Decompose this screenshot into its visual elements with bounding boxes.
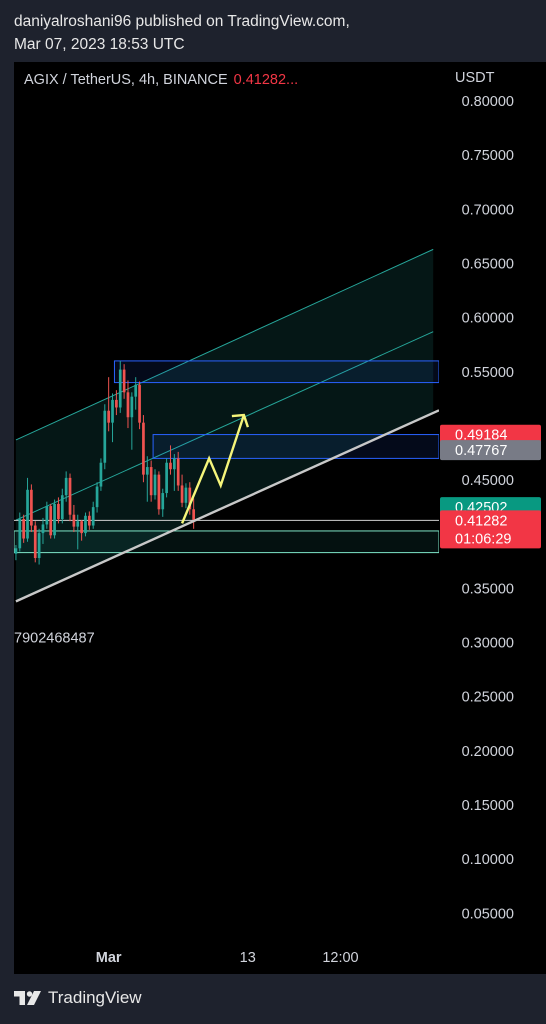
- candle: [180, 485, 184, 503]
- candle: [111, 399, 114, 423]
- support-trendline: [15, 409, 440, 603]
- projection-arrow: [180, 414, 246, 524]
- price-tick-label: 0.25000: [462, 690, 514, 706]
- candle: [184, 487, 188, 503]
- candle: [118, 369, 122, 408]
- candle: [192, 509, 196, 521]
- watermark-number: 7902468487: [14, 631, 95, 647]
- price-tag-label: 0.41282: [455, 513, 507, 529]
- price-tick-label: 0.15000: [462, 798, 514, 814]
- candle: [153, 474, 157, 496]
- price-tag: [440, 510, 541, 549]
- candle: [103, 410, 107, 463]
- price-axis-unit: USDT: [455, 70, 495, 86]
- price-chart[interactable]: 7902468487 USDT 0.80000 0.75000 0.70000 0.650…: [14, 62, 546, 974]
- price-tick-label: 0.65000: [462, 256, 514, 272]
- candle: [149, 467, 153, 496]
- candle: [188, 487, 192, 510]
- channel-upper-line: [15, 248, 434, 441]
- last-price-label: 0.41282...: [233, 72, 299, 88]
- symbol-label: AGIX / TetherUS, 4h, BINANCE: [24, 72, 228, 88]
- candle: [37, 533, 41, 559]
- channel-middle-line: [15, 331, 434, 521]
- price-tick-label: 0.70000: [462, 202, 514, 218]
- tradingview-brand: TradingView: [48, 988, 142, 1007]
- candle: [84, 515, 87, 534]
- candle: [68, 477, 72, 515]
- candle: [130, 396, 134, 418]
- price-tick-label: 0.80000: [462, 94, 514, 110]
- price-tick-label: 0.20000: [462, 744, 514, 760]
- candle: [26, 489, 29, 539]
- price-tick-label: 0.05000: [462, 906, 514, 922]
- time-tick-label: 12:00: [322, 950, 358, 966]
- candle: [169, 462, 172, 470]
- candle: [49, 506, 53, 536]
- candle: [60, 495, 64, 520]
- resistance-zone-lower: [152, 434, 440, 459]
- tradingview-footer[interactable]: TradingView: [14, 988, 142, 1008]
- candle: [22, 519, 26, 539]
- candle: [122, 369, 126, 393]
- time-tick-label: Mar: [96, 950, 122, 966]
- candle: [157, 474, 161, 510]
- price-tag: [440, 440, 541, 461]
- publication-date-line: Mar 07, 2023 18:53 UTC: [14, 36, 185, 53]
- price-tag-label: 0.47767: [455, 443, 507, 459]
- candle: [41, 524, 45, 534]
- price-tick-label: 0.55000: [462, 365, 514, 381]
- candle: [18, 519, 22, 549]
- candle: [95, 486, 99, 508]
- candle: [72, 514, 76, 527]
- price-tick-label: 0.60000: [462, 311, 514, 327]
- candle: [80, 521, 83, 534]
- countdown-label: 01:06:29: [455, 531, 511, 547]
- candle: [126, 392, 130, 418]
- candle: [45, 506, 49, 525]
- candle: [33, 525, 37, 559]
- candle: [161, 493, 165, 510]
- time-tick-label: 13: [240, 950, 256, 966]
- candle: [53, 503, 56, 536]
- candle: [57, 503, 60, 520]
- price-tag-label: 0.49184: [455, 428, 507, 444]
- tradingview-logo-icon: [14, 991, 41, 1005]
- candle: [99, 462, 103, 487]
- chart-area[interactable]: 7902468487 USDT 0.80000 0.75000 0.70000 0.650…: [14, 62, 546, 974]
- price-tick-label: 0.75000: [462, 148, 514, 164]
- price-tick-label: 0.45000: [462, 473, 514, 489]
- candle: [145, 467, 149, 475]
- price-tick-label: 0.10000: [462, 852, 514, 868]
- candle: [107, 410, 111, 423]
- projection-arrowhead: [231, 413, 250, 428]
- symbol-legend[interactable]: AGIX / TetherUS, 4h, BINANCE 0.41282...: [24, 72, 298, 88]
- price-tag: [440, 424, 541, 445]
- candle: [134, 384, 138, 397]
- candle: [76, 521, 80, 527]
- publication-author-line: daniyalroshani96 published on TradingVie…: [14, 13, 350, 30]
- candle: [172, 458, 176, 470]
- candle: [87, 515, 91, 526]
- candle: [138, 384, 141, 423]
- candle: [30, 489, 33, 526]
- candle: [176, 458, 180, 486]
- candle: [165, 462, 168, 494]
- candle: [91, 507, 95, 526]
- resistance-zone-upper: [113, 360, 440, 384]
- candle: [142, 422, 145, 475]
- candle: [64, 477, 68, 496]
- candle: [14, 548, 18, 554]
- candle: [115, 399, 118, 408]
- publication-info: daniyalroshani96 published on TradingVie…: [14, 10, 350, 56]
- price-tick-label: 0.30000: [462, 636, 514, 652]
- price-tick-label: 0.35000: [462, 581, 514, 597]
